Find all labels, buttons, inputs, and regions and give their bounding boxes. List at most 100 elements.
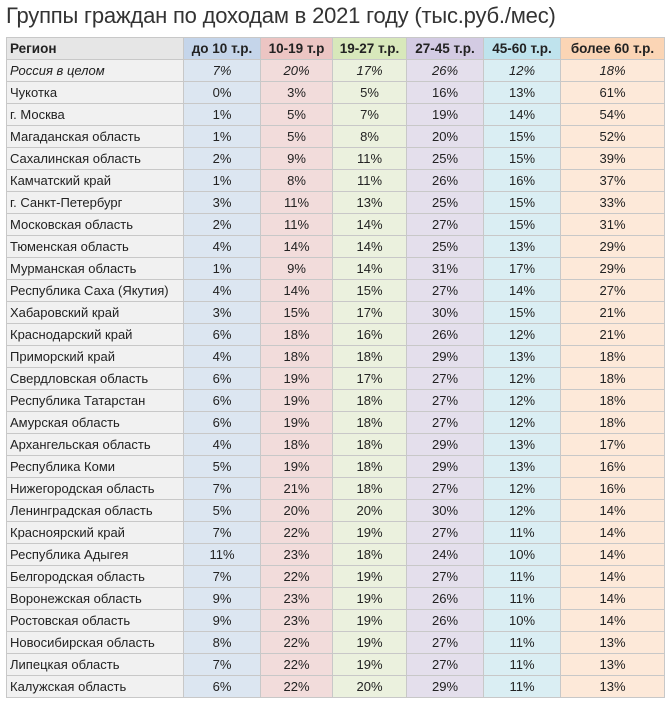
value-cell: 7% xyxy=(332,103,407,126)
table-row: Республика Коми 5% 19% 18% 29% 13% 16% xyxy=(6,455,665,478)
region-cell: Краснодарский край xyxy=(6,323,184,346)
value-cell: 18% xyxy=(260,433,333,456)
value-cell: 5% xyxy=(332,81,407,104)
table-row: Республика Татарстан 6% 19% 18% 27% 12% 18% xyxy=(6,389,665,412)
value-cell: 22% xyxy=(260,565,333,588)
value-cell: 31% xyxy=(406,257,484,280)
value-cell: 19% xyxy=(332,653,407,676)
value-cell: 8% xyxy=(260,169,333,192)
value-cell: 16% xyxy=(406,81,484,104)
value-cell: 26% xyxy=(406,169,484,192)
value-cell: 14% xyxy=(560,499,665,522)
value-cell: 2% xyxy=(183,213,261,236)
value-cell: 27% xyxy=(406,279,484,302)
header-10-19: 10-19 т.р xyxy=(260,37,333,60)
region-cell: Республика Татарстан xyxy=(6,389,184,412)
table-row: Камчатский край 1% 8% 11% 26% 16% 37% xyxy=(6,169,665,192)
value-cell: 13% xyxy=(560,631,665,654)
value-cell: 61% xyxy=(560,81,665,104)
table-row: Россия в целом 7% 20% 17% 26% 12% 18% xyxy=(6,59,665,82)
header-19-27: 19-27 т.р. xyxy=(332,37,407,60)
value-cell: 4% xyxy=(183,235,261,258)
value-cell: 11% xyxy=(483,631,561,654)
value-cell: 3% xyxy=(260,81,333,104)
value-cell: 19% xyxy=(332,631,407,654)
header-45-60: 45-60 т.р. xyxy=(483,37,561,60)
region-cell: г. Москва xyxy=(6,103,184,126)
value-cell: 16% xyxy=(483,169,561,192)
value-cell: 15% xyxy=(483,191,561,214)
table-row: Нижегородская область 7% 21% 18% 27% 12% 16% xyxy=(6,477,665,500)
value-cell: 12% xyxy=(483,499,561,522)
value-cell: 5% xyxy=(260,125,333,148)
value-cell: 12% xyxy=(483,477,561,500)
value-cell: 14% xyxy=(260,235,333,258)
table-row: г. Санкт-Петербург 3% 11% 13% 25% 15% 33% xyxy=(6,191,665,214)
value-cell: 6% xyxy=(183,323,261,346)
table-row: Московская область 2% 11% 14% 27% 15% 31% xyxy=(6,213,665,236)
table-row: Белгородская область 7% 22% 19% 27% 11% 14% xyxy=(6,565,665,588)
region-cell: Новосибирская область xyxy=(6,631,184,654)
value-cell: 31% xyxy=(560,213,665,236)
table-row: Липецкая область 7% 22% 19% 27% 11% 13% xyxy=(6,653,665,676)
value-cell: 13% xyxy=(483,235,561,258)
header-27-45: 27-45 т.р. xyxy=(406,37,484,60)
value-cell: 5% xyxy=(183,455,261,478)
value-cell: 19% xyxy=(260,455,333,478)
value-cell: 18% xyxy=(332,411,407,434)
table-row: Республика Саха (Якутия) 4% 14% 15% 27% 14% 27… xyxy=(6,279,665,302)
value-cell: 17% xyxy=(332,301,407,324)
value-cell: 19% xyxy=(260,411,333,434)
value-cell: 4% xyxy=(183,433,261,456)
value-cell: 14% xyxy=(560,521,665,544)
value-cell: 2% xyxy=(183,147,261,170)
value-cell: 29% xyxy=(406,455,484,478)
value-cell: 13% xyxy=(332,191,407,214)
value-cell: 39% xyxy=(560,147,665,170)
value-cell: 11% xyxy=(332,169,407,192)
region-cell: Архангельская область xyxy=(6,433,184,456)
table-row: Мурманская область 1% 9% 14% 31% 17% 29% xyxy=(6,257,665,280)
value-cell: 1% xyxy=(183,169,261,192)
table-row: Тюменская область 4% 14% 14% 25% 13% 29% xyxy=(6,235,665,258)
value-cell: 15% xyxy=(483,125,561,148)
value-cell: 23% xyxy=(260,587,333,610)
table-row: Ленинградская область 5% 20% 20% 30% 12% 14% xyxy=(6,499,665,522)
value-cell: 9% xyxy=(260,257,333,280)
region-cell: Липецкая область xyxy=(6,653,184,676)
value-cell: 14% xyxy=(260,279,333,302)
table-row: Калужская область 6% 22% 20% 29% 11% 13% xyxy=(6,675,665,698)
region-cell: Воронежская область xyxy=(6,587,184,610)
value-cell: 3% xyxy=(183,191,261,214)
value-cell: 18% xyxy=(332,455,407,478)
table-row: Хабаровский край 3% 15% 17% 30% 15% 21% xyxy=(6,301,665,324)
value-cell: 29% xyxy=(406,675,484,698)
value-cell: 12% xyxy=(483,411,561,434)
region-cell: Ростовская область xyxy=(6,609,184,632)
value-cell: 12% xyxy=(483,389,561,412)
table-row: Республика Адыгея 11% 23% 18% 24% 10% 14% xyxy=(6,543,665,566)
value-cell: 12% xyxy=(483,59,561,82)
value-cell: 25% xyxy=(406,191,484,214)
value-cell: 37% xyxy=(560,169,665,192)
value-cell: 18% xyxy=(260,323,333,346)
value-cell: 18% xyxy=(560,411,665,434)
value-cell: 16% xyxy=(332,323,407,346)
value-cell: 14% xyxy=(483,279,561,302)
value-cell: 18% xyxy=(332,345,407,368)
table-row: Воронежская область 9% 23% 19% 26% 11% 14% xyxy=(6,587,665,610)
value-cell: 29% xyxy=(560,235,665,258)
value-cell: 21% xyxy=(260,477,333,500)
value-cell: 18% xyxy=(560,389,665,412)
value-cell: 9% xyxy=(183,609,261,632)
value-cell: 23% xyxy=(260,543,333,566)
table-body: Россия в целом 7% 20% 17% 26% 12% 18% Чукотка 0%… xyxy=(6,59,665,698)
region-cell: Амурская область xyxy=(6,411,184,434)
value-cell: 15% xyxy=(483,147,561,170)
value-cell: 13% xyxy=(483,345,561,368)
value-cell: 22% xyxy=(260,521,333,544)
value-cell: 25% xyxy=(406,147,484,170)
value-cell: 19% xyxy=(332,609,407,632)
region-cell: Свердловская область xyxy=(6,367,184,390)
value-cell: 14% xyxy=(560,565,665,588)
